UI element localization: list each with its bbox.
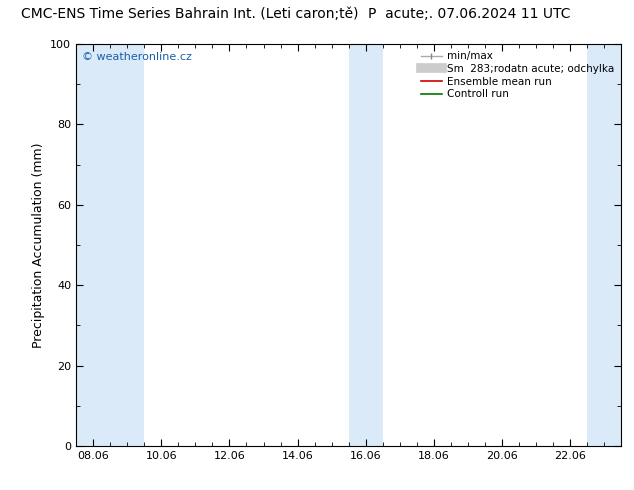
Bar [76, 44, 110, 446]
Text: CMC-ENS Time Series Bahrain Int. (Leti caron;tě): CMC-ENS Time Series Bahrain Int. (Leti c… [22, 7, 359, 22]
Y-axis label: Precipitation Accumulation (mm): Precipitation Accumulation (mm) [32, 142, 44, 348]
Text: © weatheronline.cz: © weatheronline.cz [82, 52, 191, 62]
Legend: min/max, Sm  283;rodatn acute; odchylka, Ensemble mean run, Controll run: min/max, Sm 283;rodatn acute; odchylka, … [418, 49, 616, 101]
Text: P  acute;. 07.06.2024 11 UTC: P acute;. 07.06.2024 11 UTC [368, 7, 571, 22]
Bar [349, 44, 383, 446]
Bar [110, 44, 144, 446]
Bar [587, 44, 621, 446]
